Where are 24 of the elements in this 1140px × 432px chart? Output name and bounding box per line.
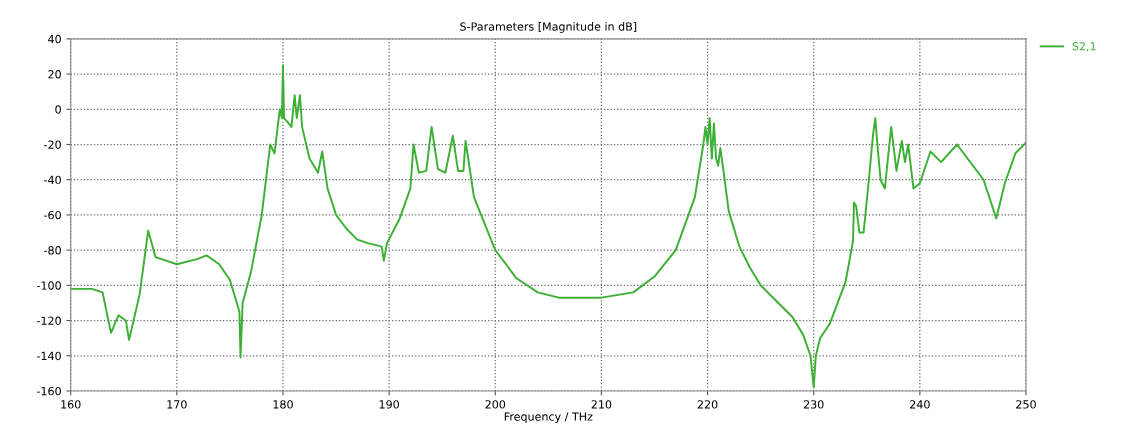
x-tick-label: 230	[803, 400, 824, 409]
y-tick-label: 20	[48, 70, 61, 79]
y-tick-label: -120	[36, 316, 61, 325]
x-tick-label: 220	[697, 400, 718, 409]
y-tick-label: 40	[48, 34, 61, 44]
x-axis-title: Frequency / THz	[504, 412, 593, 423]
y-tick-label: -140	[36, 351, 61, 361]
y-tick-label: -20	[44, 140, 61, 149]
chart-title: S-Parameters [Magnitude in dB]	[460, 22, 637, 33]
x-tick-label: 160	[61, 400, 81, 409]
y-tick-label: -80	[44, 246, 61, 255]
x-tick-label: 200	[485, 400, 506, 409]
y-tick-label: -160	[36, 386, 61, 396]
y-tick-label: -100	[36, 281, 61, 290]
x-tick-label: 190	[379, 400, 399, 409]
x-tick-label: 210	[591, 400, 612, 409]
x-tick-label: 240	[910, 400, 930, 409]
y-tick-label: 0	[55, 105, 61, 114]
y-tick-label: -60	[44, 210, 61, 220]
y-tick-label: -40	[44, 175, 61, 185]
x-tick-label: 170	[167, 400, 187, 409]
x-tick-label: 250	[1016, 400, 1036, 409]
x-tick-label: 180	[273, 400, 293, 409]
legend-label: S2,1	[1072, 42, 1096, 52]
